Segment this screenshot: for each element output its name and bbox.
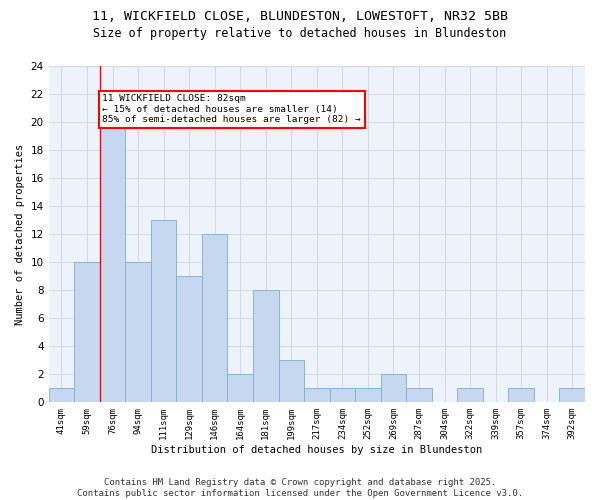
Bar xyxy=(355,388,380,402)
Bar xyxy=(457,388,483,402)
Text: 11, WICKFIELD CLOSE, BLUNDESTON, LOWESTOFT, NR32 5BB: 11, WICKFIELD CLOSE, BLUNDESTON, LOWESTO… xyxy=(92,10,508,23)
Bar xyxy=(227,374,253,402)
Text: Contains HM Land Registry data © Crown copyright and database right 2025.
Contai: Contains HM Land Registry data © Crown c… xyxy=(77,478,523,498)
Bar xyxy=(406,388,432,402)
Y-axis label: Number of detached properties: Number of detached properties xyxy=(15,144,25,325)
Bar xyxy=(49,388,74,402)
X-axis label: Distribution of detached houses by size in Blundeston: Distribution of detached houses by size … xyxy=(151,445,482,455)
Bar xyxy=(125,262,151,402)
Bar xyxy=(253,290,278,403)
Text: 11 WICKFIELD CLOSE: 82sqm
← 15% of detached houses are smaller (14)
85% of semi-: 11 WICKFIELD CLOSE: 82sqm ← 15% of detac… xyxy=(103,94,361,124)
Bar xyxy=(151,220,176,402)
Bar xyxy=(74,262,100,402)
Bar xyxy=(278,360,304,403)
Bar xyxy=(304,388,329,402)
Bar xyxy=(380,374,406,402)
Bar xyxy=(100,122,125,402)
Bar xyxy=(559,388,585,402)
Bar xyxy=(329,388,355,402)
Bar xyxy=(202,234,227,402)
Bar xyxy=(508,388,534,402)
Text: Size of property relative to detached houses in Blundeston: Size of property relative to detached ho… xyxy=(94,28,506,40)
Bar xyxy=(176,276,202,402)
